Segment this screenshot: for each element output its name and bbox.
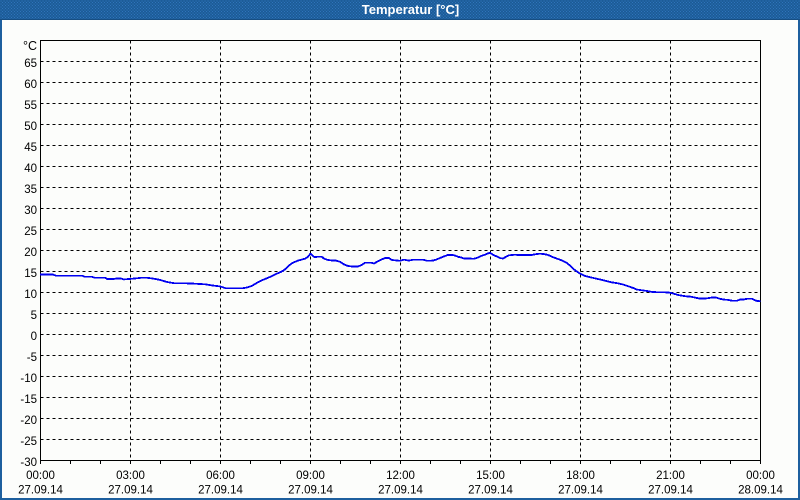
svg-text:Temperatur [°C]: Temperatur [°C] <box>362 2 459 17</box>
svg-text:27.09.14: 27.09.14 <box>108 485 153 497</box>
svg-text:27.09.14: 27.09.14 <box>648 485 693 497</box>
svg-text:-25: -25 <box>20 436 37 448</box>
svg-text:-10: -10 <box>20 373 37 385</box>
svg-text:27.09.14: 27.09.14 <box>288 485 333 497</box>
svg-text:15: 15 <box>24 268 37 280</box>
svg-text:10: 10 <box>24 289 37 301</box>
svg-text:27.09.14: 27.09.14 <box>198 485 243 497</box>
svg-text:27.09.14: 27.09.14 <box>18 485 63 497</box>
svg-text:25: 25 <box>24 226 37 238</box>
svg-text:00:00: 00:00 <box>26 470 55 482</box>
svg-text:03:00: 03:00 <box>116 470 145 482</box>
svg-text:0: 0 <box>31 331 37 343</box>
svg-text:-30: -30 <box>20 457 37 469</box>
svg-text:20: 20 <box>24 247 37 259</box>
svg-text:-20: -20 <box>20 415 37 427</box>
svg-text:18:00: 18:00 <box>566 470 595 482</box>
svg-text:-5: -5 <box>27 352 37 364</box>
svg-text:06:00: 06:00 <box>206 470 235 482</box>
svg-text:15:00: 15:00 <box>476 470 505 482</box>
svg-text:35: 35 <box>24 184 37 196</box>
svg-text:55: 55 <box>24 100 37 112</box>
svg-text:12:00: 12:00 <box>386 470 415 482</box>
svg-text:-15: -15 <box>20 394 37 406</box>
svg-text:45: 45 <box>24 142 37 154</box>
svg-text:5: 5 <box>31 310 37 322</box>
svg-text:28.09.14: 28.09.14 <box>738 485 783 497</box>
svg-text:00:00: 00:00 <box>746 470 775 482</box>
svg-text:09:00: 09:00 <box>296 470 325 482</box>
svg-text:65: 65 <box>24 58 37 70</box>
svg-text:27.09.14: 27.09.14 <box>378 485 423 497</box>
svg-text:21:00: 21:00 <box>656 470 685 482</box>
svg-text:27.09.14: 27.09.14 <box>558 485 603 497</box>
svg-text:40: 40 <box>24 163 37 175</box>
svg-text:27.09.14: 27.09.14 <box>468 485 513 497</box>
svg-text:°C: °C <box>23 39 37 53</box>
svg-text:30: 30 <box>24 205 37 217</box>
svg-text:50: 50 <box>24 121 37 133</box>
svg-text:60: 60 <box>24 79 37 91</box>
